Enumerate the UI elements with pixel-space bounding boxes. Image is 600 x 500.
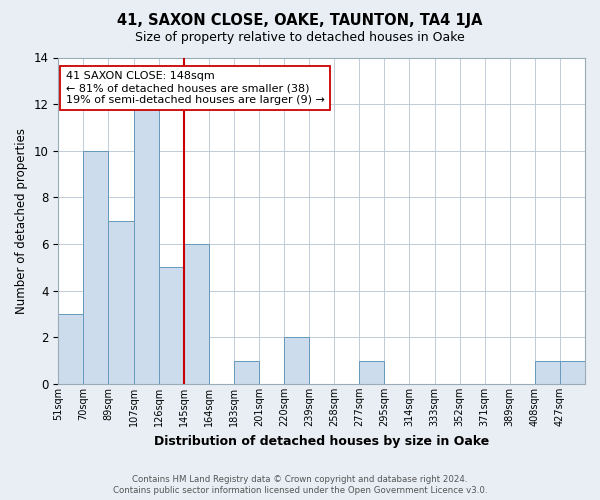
Bar — [284, 338, 309, 384]
Bar — [83, 151, 109, 384]
X-axis label: Distribution of detached houses by size in Oake: Distribution of detached houses by size … — [154, 434, 489, 448]
Bar — [560, 360, 585, 384]
Text: Contains public sector information licensed under the Open Government Licence v3: Contains public sector information licen… — [113, 486, 487, 495]
Bar — [158, 268, 184, 384]
Bar — [109, 220, 134, 384]
Bar — [58, 314, 83, 384]
Text: 41 SAXON CLOSE: 148sqm
← 81% of detached houses are smaller (38)
19% of semi-det: 41 SAXON CLOSE: 148sqm ← 81% of detached… — [66, 72, 325, 104]
Bar — [359, 360, 385, 384]
Text: Contains HM Land Registry data © Crown copyright and database right 2024.: Contains HM Land Registry data © Crown c… — [132, 475, 468, 484]
Text: Size of property relative to detached houses in Oake: Size of property relative to detached ho… — [135, 31, 465, 44]
Y-axis label: Number of detached properties: Number of detached properties — [15, 128, 28, 314]
Bar — [234, 360, 259, 384]
Bar — [535, 360, 560, 384]
Bar — [134, 104, 158, 384]
Bar — [184, 244, 209, 384]
Text: 41, SAXON CLOSE, OAKE, TAUNTON, TA4 1JA: 41, SAXON CLOSE, OAKE, TAUNTON, TA4 1JA — [117, 12, 483, 28]
